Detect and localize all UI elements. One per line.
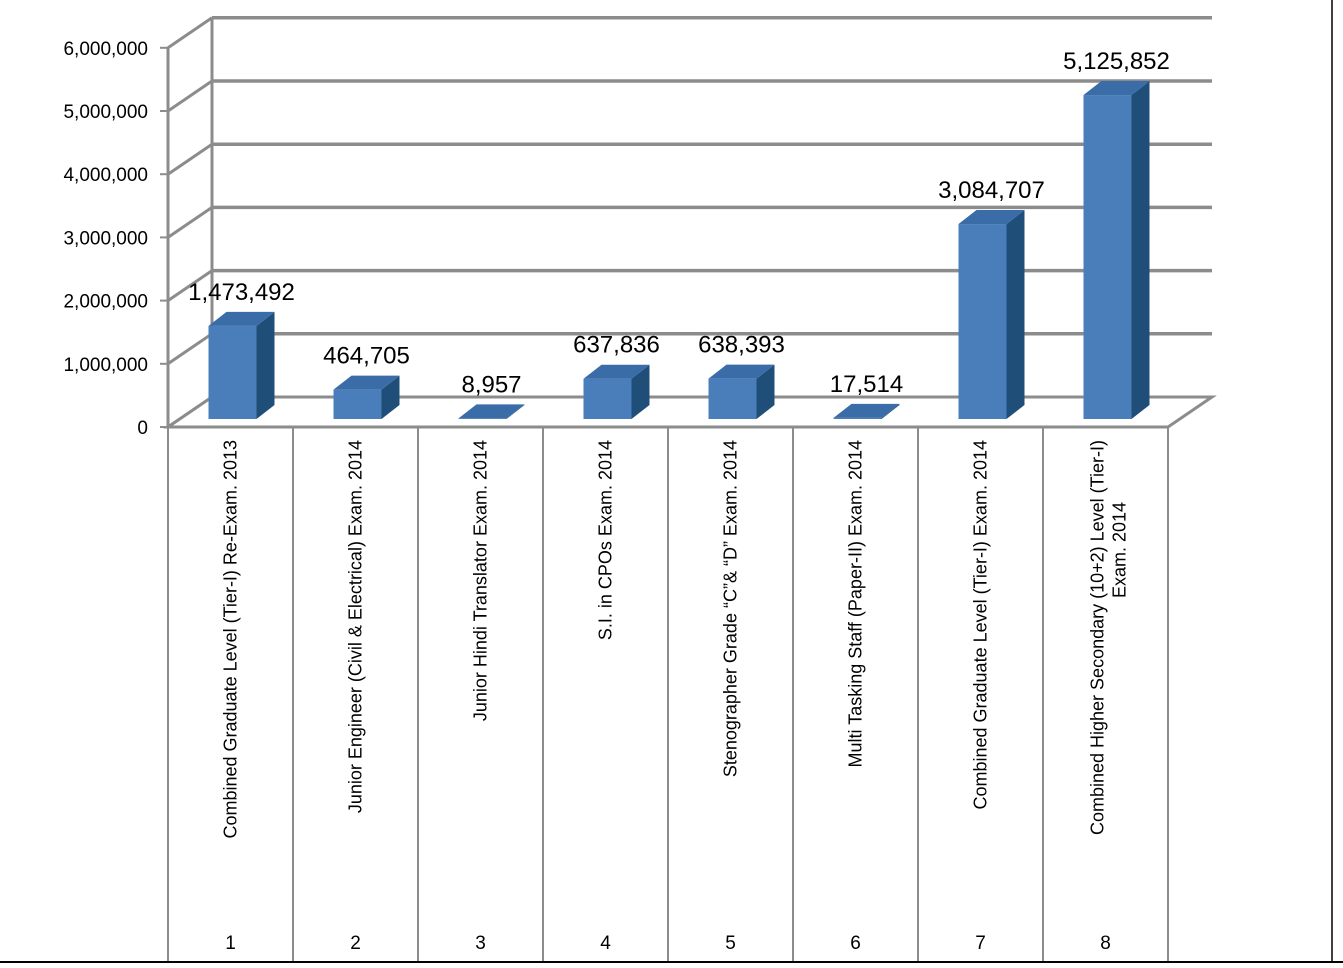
bar-front <box>708 378 757 419</box>
category-number: 7 <box>975 933 986 954</box>
y-tick-label: 0 <box>137 418 148 439</box>
axes: 0 1,000,000 2,000,000 3,000,000 4,000,000 5,0… <box>63 17 1217 439</box>
bar-top <box>458 404 525 419</box>
y-tick-label: 6,000,000 <box>63 39 148 60</box>
category-label: Combined Graduate Level (Tier-I) Exam. 2… <box>971 440 991 810</box>
bar-top <box>833 403 900 418</box>
data-labels: 1,473,492 464,705 8,957 637,836 638,393 17,51… <box>188 48 1170 398</box>
bar-side <box>1131 81 1150 420</box>
data-label: 464,705 <box>323 343 410 370</box>
bar <box>708 364 775 419</box>
category-label: Junior Engineer (Civil & Electrical) Exa… <box>346 440 366 813</box>
bar-top <box>708 364 775 379</box>
bar-front <box>1083 95 1132 420</box>
category-label: Multi Tasking Staff (Paper-II) Exam. 201… <box>846 440 866 767</box>
y-tick-label: 4,000,000 <box>63 165 148 186</box>
y-tick-label: 3,000,000 <box>63 228 148 249</box>
data-label: 8,957 <box>461 371 521 398</box>
category-label: Junior Hindi Translator Exam. 2014 <box>471 440 491 721</box>
data-label: 637,836 <box>573 332 660 359</box>
bar-front <box>583 378 632 419</box>
gridlines <box>167 16 1212 429</box>
bar-top <box>1083 81 1150 96</box>
side-gridline <box>167 142 213 176</box>
side-gridline <box>167 79 213 113</box>
bar-top <box>958 210 1025 225</box>
bar-front <box>958 224 1007 419</box>
y-tick-label: 2,000,000 <box>63 292 148 313</box>
bar-side <box>506 404 525 419</box>
category-number: 4 <box>600 933 611 954</box>
category-number: 3 <box>475 933 486 954</box>
bar-top <box>333 375 400 390</box>
data-label: 3,084,707 <box>938 177 1045 204</box>
data-label: 1,473,492 <box>188 279 295 306</box>
data-label: 17,514 <box>830 371 903 398</box>
bar <box>1083 81 1150 420</box>
bar-front <box>833 417 882 419</box>
y-tick-label: 1,000,000 <box>63 355 148 376</box>
bar <box>333 375 400 419</box>
bars <box>208 81 1150 420</box>
category-number: 1 <box>225 933 236 954</box>
category-number: 8 <box>1100 933 1111 954</box>
bar <box>208 311 275 419</box>
bar <box>833 403 900 419</box>
bar <box>583 364 650 419</box>
data-label: 5,125,852 <box>1063 48 1170 75</box>
category-label: S.I. in CPOs Exam. 2014 <box>596 440 616 640</box>
y-tick-label: 5,000,000 <box>63 102 148 123</box>
bar-side <box>756 364 775 419</box>
bar-front <box>458 418 507 419</box>
category-number: 5 <box>725 933 736 954</box>
bar-front <box>208 325 257 419</box>
category-number: 6 <box>850 933 861 954</box>
bar-side <box>881 403 900 419</box>
side-gridline <box>167 206 213 239</box>
data-label: 638,393 <box>698 332 785 359</box>
side-gridline <box>167 269 213 302</box>
bar-top <box>208 311 275 326</box>
bar <box>958 210 1025 419</box>
bar-side <box>1006 210 1025 419</box>
side-gridline <box>167 16 213 50</box>
bar-side <box>631 364 650 419</box>
category-number: 2 <box>350 933 361 954</box>
bar-side <box>381 375 400 419</box>
bar-side <box>256 311 275 419</box>
category-label: Stenographer Grade “C”& “D” Exam. 2014 <box>721 440 741 777</box>
bar <box>458 404 525 419</box>
category-label: Combined Higher Secondary (10+2) Level (… <box>1088 440 1130 835</box>
bar-front <box>333 389 382 419</box>
side-gridline <box>167 332 213 366</box>
bar-top <box>583 364 650 379</box>
category-label: Combined Graduate Level (Tier-I) Re-Exam… <box>221 440 241 839</box>
chart-floor <box>163 395 1217 429</box>
